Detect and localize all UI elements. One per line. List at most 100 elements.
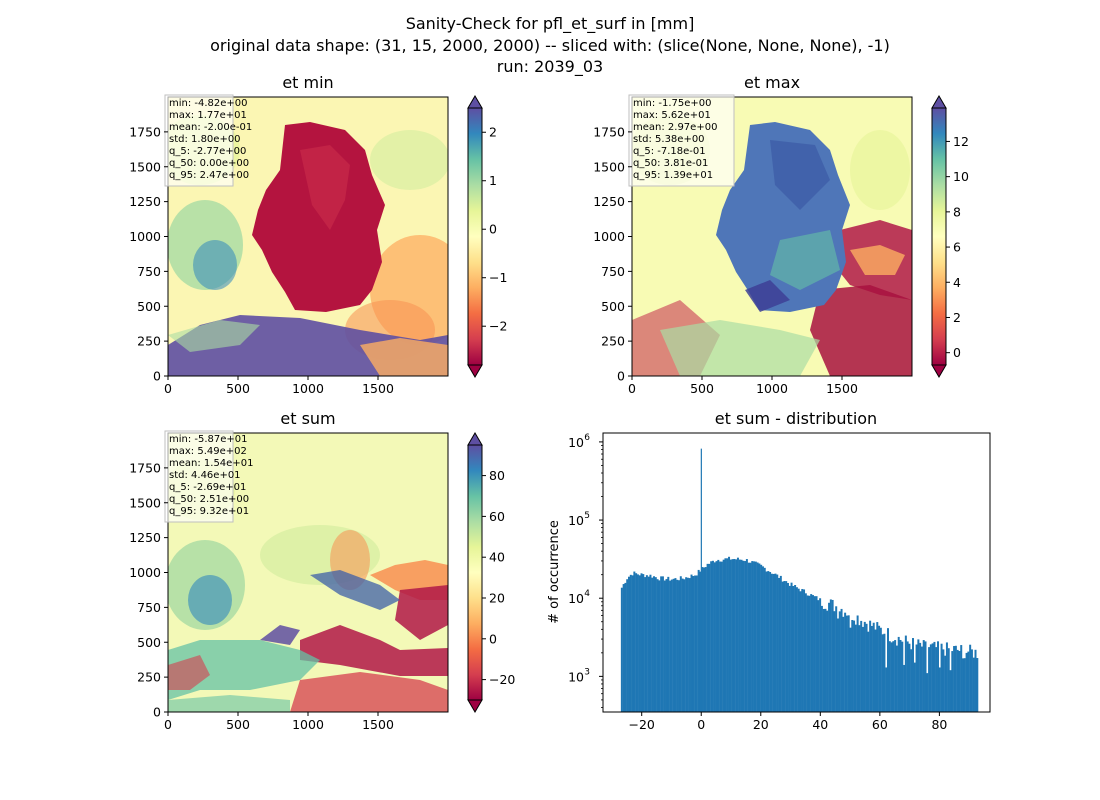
x-tick-label: 1000 [292, 717, 324, 732]
x-tick-label: 1500 [826, 381, 858, 396]
histogram-bar [763, 567, 766, 712]
histogram-bar [785, 581, 788, 712]
colorbar-tick-label: 2 [953, 310, 961, 325]
heatmap-field [360, 338, 448, 376]
suptitle-line-3: run: 2039_03 [497, 57, 603, 77]
histogram-bar [954, 645, 957, 712]
histogram-bar [679, 576, 682, 712]
histogram-bar [929, 644, 932, 712]
colorbar-extend-bottom [931, 364, 947, 378]
stats-box: min: -5.87e+01 max: 5.49e+02 mean: 1.54e… [164, 430, 253, 523]
histogram-bar [945, 642, 948, 712]
y-tick-base: 10 [568, 591, 584, 606]
histogram-bar [811, 595, 814, 712]
y-tick-label: 1250 [129, 530, 161, 545]
y-tick-label: 1500 [129, 159, 161, 174]
histogram-bar [747, 562, 750, 712]
histogram-bar [808, 595, 811, 712]
x-tick-label: 1000 [292, 381, 324, 396]
histogram-bar [749, 562, 752, 712]
histogram-bar [745, 559, 748, 712]
histogram-bar [667, 576, 670, 712]
panel-et-min: et min min: -4.82e+00 max: 1.77e+01 mean… [129, 73, 507, 396]
histogram-bar [944, 655, 947, 712]
histogram-bar [636, 574, 639, 712]
x-tick-label: 500 [226, 717, 250, 732]
histogram-bar [774, 573, 777, 712]
stat-q5: q_5: -2.77e+00 [169, 146, 246, 157]
y-tick-exponent: 4 [584, 589, 590, 599]
histogram-bar [849, 627, 852, 712]
histogram-bar [901, 641, 904, 712]
histogram-bar [792, 586, 795, 712]
histogram-bar [715, 561, 718, 712]
histogram-bar [942, 649, 945, 712]
y-tick-exponent: 6 [584, 433, 590, 443]
histogram-bar [903, 664, 906, 712]
histogram-bar [799, 591, 802, 712]
histogram-bar [953, 646, 956, 712]
stat-mean: mean: 2.97e+00 [633, 122, 717, 133]
histogram-bar [685, 577, 688, 712]
histogram-bar [711, 560, 714, 712]
histogram-bar [956, 649, 959, 712]
stat-std: std: 5.38e+00 [633, 134, 705, 145]
histogram-bar [695, 575, 698, 712]
colorbar-tick-label: 8 [953, 204, 961, 219]
histogram-bar [856, 615, 859, 712]
stat-q5: q_5: -7.18e-01 [633, 146, 706, 157]
histogram-bar [919, 642, 922, 712]
histogram-bar [958, 650, 961, 712]
y-tick-base: 10 [568, 513, 584, 528]
histogram-bar [669, 580, 672, 712]
histogram-bar [778, 577, 781, 712]
colorbar-frame [931, 107, 947, 366]
heatmap-field [850, 245, 905, 275]
colorbar-tick-label: 4 [953, 275, 961, 290]
histogram-bar [869, 620, 872, 712]
histogram-bar [854, 624, 857, 712]
histogram-bar [783, 581, 786, 712]
stats-box-background [164, 430, 234, 523]
histogram-bar [722, 559, 725, 712]
histogram-bar [706, 563, 709, 712]
histogram-bar [790, 582, 793, 712]
heatmap-field [290, 672, 448, 712]
stat-q95: q_95: 1.39e+01 [633, 170, 713, 181]
heatmap-et-min [168, 97, 448, 376]
suptitle-line-2: original data shape: (31, 15, 2000, 2000… [210, 36, 890, 55]
colorbar-tick-label: −1 [489, 270, 507, 285]
y-tick-label: 1750 [593, 124, 625, 139]
histogram-bar [736, 557, 739, 712]
stat-q95: q_95: 2.47e+00 [169, 170, 249, 181]
histogram-bar [826, 610, 829, 712]
colorbar-tick-label: 20 [489, 591, 505, 606]
y-tick-exponent: 5 [584, 511, 590, 521]
histogram-bar [878, 625, 881, 712]
heatmap-field [252, 122, 385, 312]
histogram-bar [672, 578, 675, 712]
colorbar-extend-top [467, 432, 483, 446]
histogram-bar [674, 578, 677, 712]
x-tick-label: 40 [812, 717, 828, 732]
histogram-bar [786, 582, 789, 712]
colorbar-tick-label: 80 [489, 468, 505, 483]
stats-box-background [164, 94, 234, 187]
histogram-bar [795, 587, 798, 712]
histogram-bar [922, 640, 925, 712]
histogram-bar [836, 618, 839, 712]
histogram-bar [951, 651, 954, 712]
y-tick-label: 500 [601, 299, 625, 314]
stat-mean: mean: -2.00e-01 [169, 122, 252, 133]
y-tick-label: 1250 [129, 194, 161, 209]
histogram-bar [831, 599, 834, 712]
colorbar-fill [932, 108, 946, 365]
histogram-bar [744, 561, 747, 712]
histogram-bar [704, 567, 707, 712]
histogram-bar [713, 562, 716, 712]
histogram-bar [931, 643, 934, 712]
histogram-bar [642, 574, 645, 712]
histogram-bar [847, 615, 850, 712]
stat-max: max: 5.62e+01 [633, 110, 711, 121]
panel-title: et sum - distribution [715, 409, 877, 428]
